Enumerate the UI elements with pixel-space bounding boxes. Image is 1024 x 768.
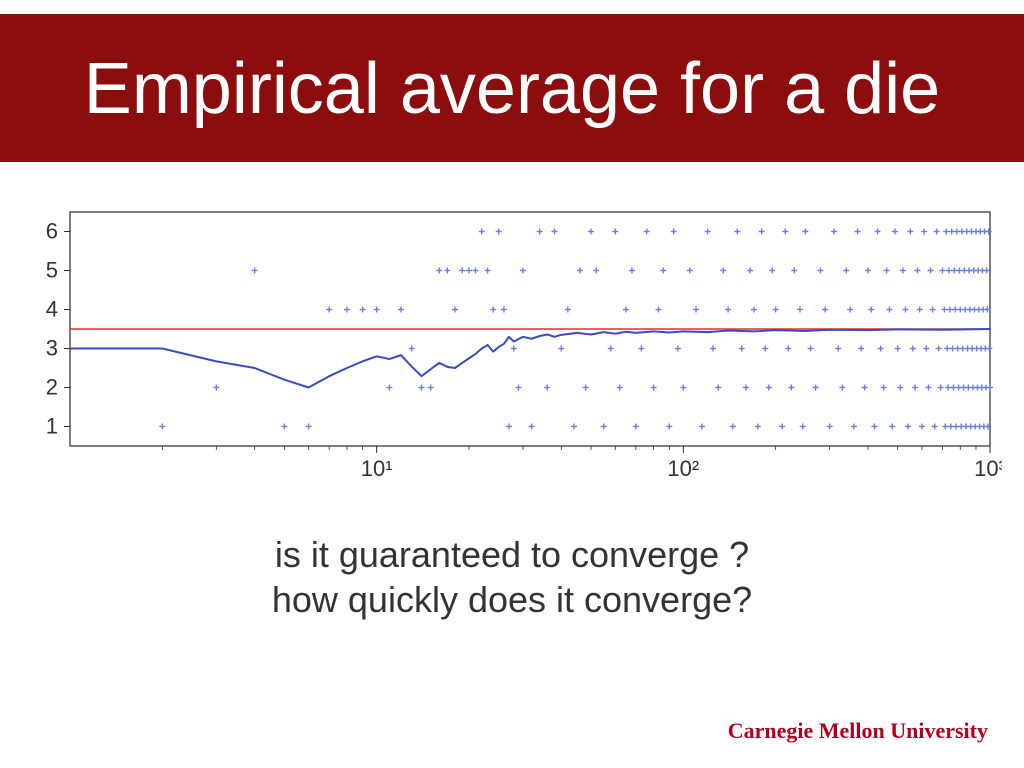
svg-text:5: 5 [46,258,58,283]
svg-text:6: 6 [46,219,58,244]
question-line-1: is it guaranteed to converge ? [0,532,1024,577]
svg-text:10³: 10³ [974,456,1002,481]
chart-container: 1 2 3 4 5 6 10¹ 10² 10³ [22,202,1002,492]
svg-text:4: 4 [46,297,58,322]
question-block: is it guaranteed to converge ? how quick… [0,532,1024,622]
svg-text:3: 3 [46,336,58,361]
empirical-average-chart: 1 2 3 4 5 6 10¹ 10² 10³ [22,202,1002,492]
svg-text:2: 2 [46,375,58,400]
question-line-2: how quickly does it converge? [0,577,1024,622]
slide-title-text: Empirical average for a die [84,49,940,129]
svg-text:10²: 10² [667,456,699,481]
university-wordmark: Carnegie Mellon University [728,718,988,744]
svg-text:1: 1 [46,414,58,439]
svg-text:10¹: 10¹ [361,456,393,481]
slide-title-bar: Empirical average for a die [0,14,1024,162]
